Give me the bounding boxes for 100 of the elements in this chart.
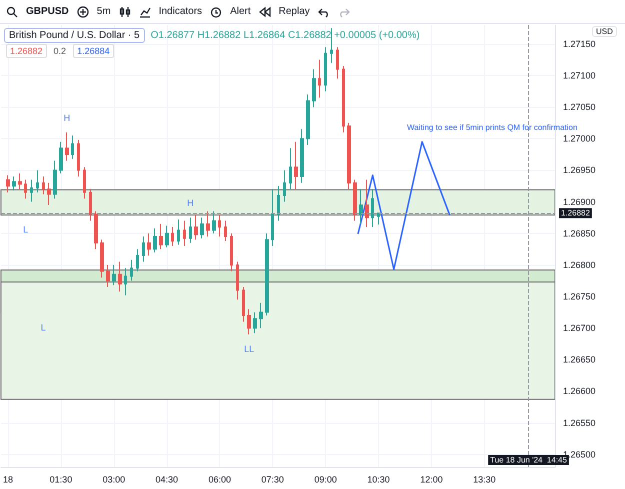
x-tick-label: 12:00 xyxy=(420,474,443,484)
ref-line-label: Tue 18 Jun '24 14:45 xyxy=(490,456,568,464)
candlestick xyxy=(65,132,69,162)
text: GBPUSD xyxy=(26,6,69,17)
x-tick-label: 10:30 xyxy=(367,474,390,484)
candlestick xyxy=(177,218,180,246)
candlestick xyxy=(330,28,333,64)
annotation: 1.26882 xyxy=(6,44,47,58)
candlestick xyxy=(347,122,351,190)
candlestick xyxy=(165,225,169,248)
x-tick-label: 09:00 xyxy=(314,474,337,484)
annotation: 0.2 xyxy=(50,45,70,57)
candlestick xyxy=(353,179,357,222)
y-tick-label: 1.26700 xyxy=(563,323,596,334)
y-tick-label: 1.27100 xyxy=(563,70,596,81)
candlestick xyxy=(47,182,51,206)
candlestick xyxy=(359,188,363,224)
candlestick xyxy=(106,264,110,288)
candlestick xyxy=(283,170,286,202)
candlestick xyxy=(147,232,151,256)
candlestick xyxy=(324,46,327,92)
candlestick xyxy=(242,286,245,322)
candlestick xyxy=(289,148,292,190)
annotation: L xyxy=(23,224,28,235)
candlestick xyxy=(171,226,174,246)
candlestick xyxy=(77,139,80,178)
x-tick-label: 13:30 xyxy=(473,474,496,484)
candlestick xyxy=(194,214,198,240)
x-tick-label: 18 xyxy=(3,474,14,484)
candlestick xyxy=(118,261,122,292)
x-tick-label: 03:00 xyxy=(102,474,126,484)
candlestick xyxy=(271,188,274,246)
candlestick xyxy=(18,172,22,190)
candlestick xyxy=(189,217,192,244)
candlestick xyxy=(153,228,157,253)
y-tick-label: 1.26900 xyxy=(563,196,596,207)
candlestick xyxy=(265,232,269,316)
ref-line-label: 1.26882 xyxy=(561,208,590,218)
candlestick xyxy=(230,232,233,272)
annotation: Waiting to see if 5min prints QM for confirmation xyxy=(407,123,578,132)
x-tick-label: 07:30 xyxy=(261,474,284,484)
text: Alert xyxy=(230,6,251,17)
candlestick xyxy=(24,179,27,200)
candlestick xyxy=(377,212,380,226)
text: 5m xyxy=(96,6,111,17)
candlestick xyxy=(124,268,127,296)
candlestick xyxy=(94,210,98,250)
x-tick-label: 06:00 xyxy=(208,474,232,484)
candlestick xyxy=(200,217,204,239)
x-tick-label: 01:30 xyxy=(50,474,72,484)
candlestick xyxy=(183,220,186,246)
y-tick-label: 1.26650 xyxy=(563,354,596,365)
candlestick xyxy=(36,170,39,193)
y-tick-label: 1.26550 xyxy=(563,418,596,428)
candlestick xyxy=(312,68,316,108)
y-tick-label: 1.27050 xyxy=(563,102,596,112)
candlestick xyxy=(224,220,227,242)
candlestick xyxy=(259,302,263,329)
candlestick xyxy=(336,46,339,80)
candlestick xyxy=(306,94,310,146)
candlestick xyxy=(136,248,139,272)
candlestick xyxy=(218,214,221,238)
candlestick xyxy=(371,188,374,228)
text: Indicators xyxy=(158,6,202,17)
candlestick xyxy=(212,210,216,234)
candlestick xyxy=(236,261,239,300)
candlestick xyxy=(83,166,86,200)
x-tick-label: 04:30 xyxy=(156,474,178,484)
annotation: H xyxy=(64,112,70,123)
text: O1.26877 H1.26882 L1.26864 C1.26882 +0.00005 (+0.00%) xyxy=(150,30,420,41)
candlestick xyxy=(53,160,57,200)
candlestick xyxy=(130,259,133,282)
candlestick xyxy=(253,312,257,334)
candlestick xyxy=(6,174,10,193)
candlestick xyxy=(59,141,63,174)
y-tick-label: 1.26800 xyxy=(563,260,596,270)
candlestick xyxy=(71,135,74,160)
candlestick xyxy=(247,308,251,335)
y-tick-label: 1.26950 xyxy=(563,165,596,176)
candlestick xyxy=(12,176,16,191)
candlestick xyxy=(100,239,104,278)
annotation: 1.26884 xyxy=(73,44,114,58)
text: Replay xyxy=(278,6,310,17)
candlestick xyxy=(300,128,304,184)
candlestick xyxy=(42,176,45,195)
candlestick xyxy=(294,141,298,190)
annotation: L xyxy=(40,322,46,332)
y-tick-label: 1.26850 xyxy=(563,228,596,238)
annotation: LL xyxy=(244,344,254,354)
candlestick xyxy=(318,59,321,98)
line-series xyxy=(357,141,450,270)
candlestick xyxy=(30,179,33,202)
candlestick xyxy=(342,66,345,133)
candlestick xyxy=(159,223,163,250)
y-tick-label: 1.26600 xyxy=(563,386,596,396)
annotation: H xyxy=(187,198,194,208)
candlestick xyxy=(112,264,116,286)
candlestick xyxy=(277,186,280,222)
candlestick xyxy=(365,179,369,228)
y-tick-label: 1.26750 xyxy=(563,292,596,302)
